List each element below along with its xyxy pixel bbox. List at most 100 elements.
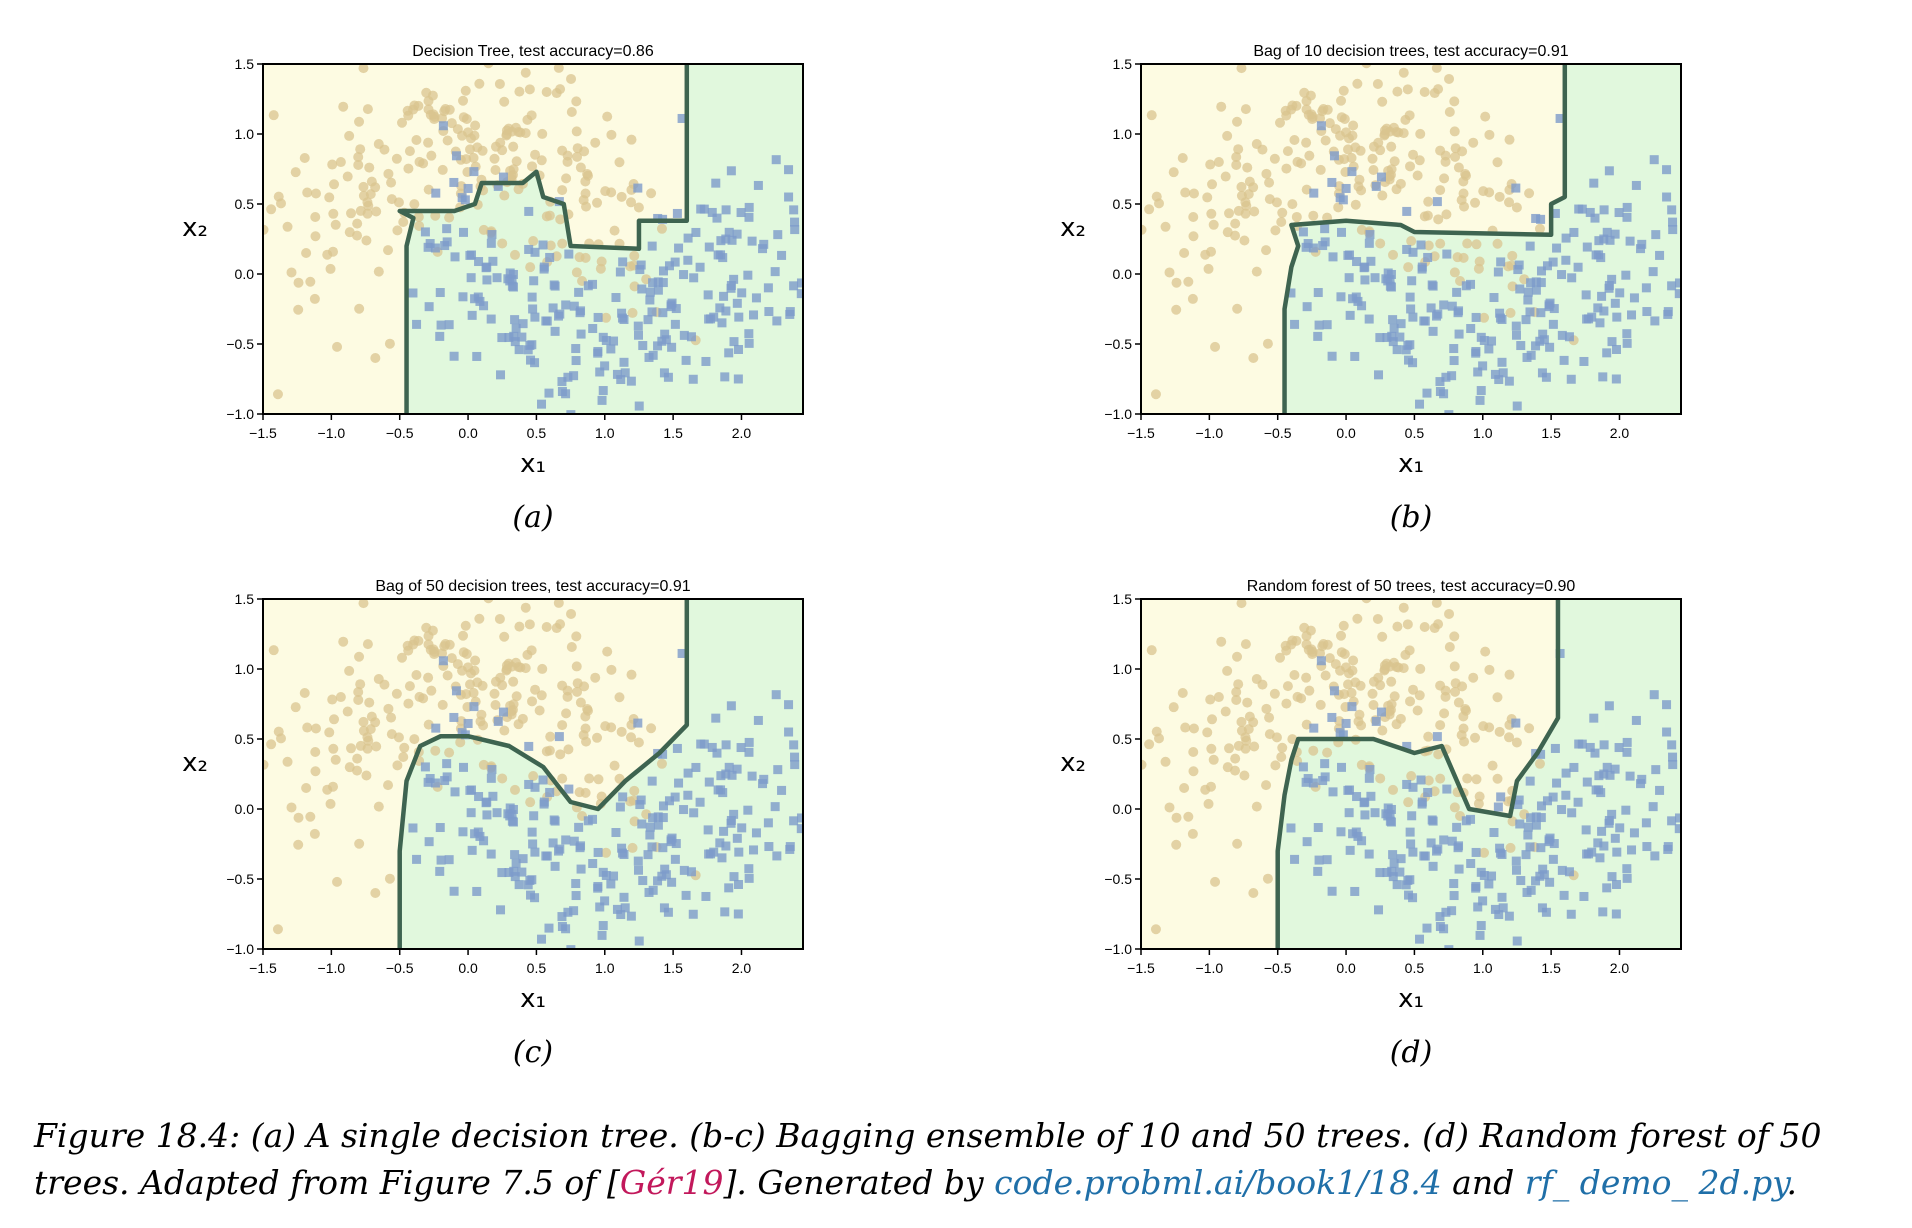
class1-point — [1522, 352, 1532, 362]
class0-point — [557, 773, 568, 784]
class1-point — [482, 810, 492, 820]
class0-point — [293, 304, 304, 315]
class1-point — [733, 909, 743, 919]
class1-point — [1648, 267, 1658, 277]
class1-point — [593, 847, 603, 857]
class1-point — [726, 815, 736, 825]
caption-script-link[interactable]: rf_ demo_ 2d.py — [1524, 1163, 1787, 1202]
class0-point — [1450, 678, 1461, 689]
x-tick-label: −1.0 — [318, 425, 346, 441]
class1-point — [1531, 341, 1541, 351]
class1-point — [600, 361, 610, 371]
x-tick-label: 1.0 — [1473, 960, 1493, 976]
class0-point — [460, 85, 471, 96]
class0-point — [362, 104, 373, 115]
class0-point — [602, 111, 613, 122]
class1-point — [458, 827, 468, 837]
class0-point — [1406, 771, 1417, 782]
class0-point — [302, 187, 313, 198]
class0-point — [1236, 725, 1247, 736]
y-tick-label: −0.5 — [226, 336, 254, 352]
x-axis-label: x₁ — [520, 984, 546, 1014]
class1-point — [430, 243, 440, 253]
class1-point — [1478, 896, 1488, 906]
class1-point — [1402, 741, 1412, 751]
class1-point — [683, 790, 693, 800]
class1-point — [488, 256, 498, 266]
class1-point — [1593, 303, 1603, 313]
class1-point — [465, 785, 475, 795]
class0-point — [1381, 123, 1392, 134]
class0-point — [1507, 281, 1518, 292]
class1-point — [574, 822, 584, 832]
subfigure-label: (a) — [512, 500, 553, 535]
class1-point — [424, 837, 434, 847]
class0-point — [352, 218, 363, 229]
class0-point — [393, 197, 404, 208]
class1-point — [550, 861, 560, 871]
class0-point — [346, 208, 357, 219]
class1-point — [561, 300, 571, 310]
class1-point — [638, 876, 648, 886]
class0-point — [1188, 231, 1199, 242]
class1-point — [647, 776, 657, 786]
class1-point — [1453, 308, 1463, 318]
class0-point — [1301, 137, 1312, 148]
class0-point — [332, 876, 343, 887]
class1-point — [1523, 295, 1533, 305]
subfigure-label: (d) — [1390, 1035, 1433, 1070]
panel-title: Random forest of 50 trees, test accuracy… — [1247, 578, 1576, 595]
class0-point — [352, 753, 363, 764]
class1-point — [508, 817, 518, 827]
class1-point — [566, 945, 576, 949]
class0-point — [578, 730, 589, 741]
class1-point — [734, 312, 744, 322]
class0-point — [509, 784, 520, 795]
class1-point — [619, 892, 629, 902]
class0-point — [423, 137, 434, 148]
class1-point — [1650, 851, 1660, 861]
class1-point — [1476, 332, 1486, 342]
class0-point — [1275, 652, 1286, 663]
class1-point — [736, 743, 746, 753]
class0-point — [1423, 240, 1434, 251]
class0-point — [1386, 141, 1397, 152]
caption-citation-link[interactable]: Gér19 — [619, 1163, 724, 1202]
class1-point — [1590, 213, 1600, 223]
class1-point — [431, 723, 441, 733]
class1-point — [1466, 324, 1476, 334]
class0-point — [1216, 101, 1227, 112]
class0-point — [364, 697, 375, 708]
class0-point — [541, 87, 552, 98]
class1-point — [1622, 747, 1632, 757]
caption-code-link[interactable]: code.probml.ai/book1/18.4 — [994, 1163, 1442, 1202]
class0-point — [1450, 686, 1461, 697]
class1-point — [479, 301, 489, 311]
class0-point — [1449, 802, 1460, 813]
class0-point — [1373, 137, 1384, 148]
class0-point — [495, 672, 506, 683]
class1-point — [1382, 868, 1392, 878]
class0-point — [606, 722, 617, 733]
class1-point — [518, 319, 528, 329]
x-tick-label: 1.0 — [595, 425, 615, 441]
class0-point — [478, 759, 489, 770]
class0-point — [310, 766, 321, 777]
class1-point — [645, 287, 655, 297]
class0-point — [1470, 732, 1481, 743]
class1-point — [1561, 790, 1571, 800]
y-tick-label: 0.5 — [1113, 731, 1133, 747]
class1-point — [1376, 172, 1386, 182]
class0-point — [1375, 238, 1386, 249]
class0-point — [566, 608, 577, 619]
class1-point — [583, 816, 593, 826]
class0-point — [1233, 144, 1244, 155]
class1-point — [670, 792, 680, 802]
class1-point — [1564, 867, 1574, 877]
y-axis-label: x₂ — [182, 748, 208, 778]
class1-point — [1539, 870, 1549, 880]
class1-point — [1595, 318, 1605, 328]
class0-point — [310, 723, 321, 734]
class0-point — [1435, 720, 1446, 731]
class0-point — [456, 555, 466, 565]
